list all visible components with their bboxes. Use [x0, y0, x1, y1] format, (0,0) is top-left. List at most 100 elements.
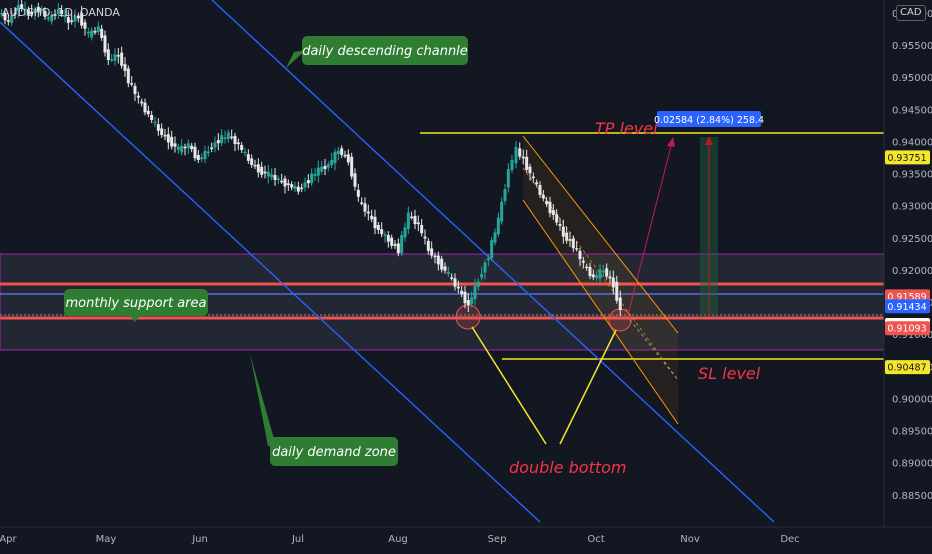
candle-body — [190, 145, 194, 150]
candle-body — [150, 115, 154, 120]
candle-body — [246, 154, 250, 161]
candle-body — [80, 12, 84, 26]
candle-body — [303, 182, 307, 188]
candle-body — [236, 142, 240, 145]
candle-body — [473, 285, 477, 300]
candle-body — [336, 150, 340, 155]
candle-body — [548, 201, 552, 214]
candle-body — [306, 180, 310, 184]
time-tick-label: May — [96, 534, 117, 545]
candle-body — [6, 20, 10, 22]
candle-body — [200, 157, 204, 160]
candle-body — [113, 54, 117, 61]
candle-body — [170, 136, 174, 147]
demand-label-box — [270, 437, 398, 466]
price-tick-label: 0.95000 — [892, 73, 932, 84]
candle-body — [266, 171, 270, 177]
candle-body — [326, 164, 330, 168]
candle-body — [440, 258, 444, 270]
candle-body — [193, 146, 197, 159]
candle-body — [286, 183, 290, 185]
tp-projection-arrow — [627, 141, 673, 316]
candle-body — [126, 68, 130, 84]
candle-body — [316, 167, 320, 176]
candle-body — [323, 165, 327, 170]
price-label-text: 0.91093 — [887, 324, 926, 335]
price-axis[interactable] — [884, 0, 932, 550]
candle-body — [203, 150, 207, 160]
candle-body — [615, 281, 619, 301]
candle-body — [240, 145, 244, 150]
candle-body — [313, 174, 317, 176]
candle-body — [93, 31, 97, 33]
candle-body — [33, 9, 37, 13]
candle-body — [393, 244, 397, 246]
candle-body — [143, 102, 147, 113]
candle-body — [510, 160, 514, 170]
candle-body — [535, 182, 539, 185]
candle-body — [280, 180, 284, 183]
time-axis[interactable] — [0, 527, 932, 550]
candle-body — [100, 28, 104, 38]
support-label-box — [64, 289, 208, 316]
small-channel-upper — [522, 135, 679, 334]
candle-body — [46, 17, 50, 20]
candle-body — [40, 8, 44, 12]
candle-body — [76, 15, 80, 19]
candle-body — [183, 146, 187, 149]
candle-body — [396, 243, 400, 254]
candle-body — [356, 189, 360, 197]
candle-body — [330, 160, 334, 165]
candle-body — [400, 235, 404, 254]
candle-body — [528, 166, 532, 174]
candle-body — [146, 110, 150, 115]
candle-body — [196, 155, 200, 160]
candle-body — [591, 274, 595, 278]
candle-body — [36, 6, 40, 12]
channel-label-text: daily descending channle — [302, 44, 468, 59]
candle-body — [176, 146, 180, 150]
candle-body — [503, 189, 507, 201]
candle-body — [565, 232, 569, 241]
candle-body — [133, 85, 137, 95]
candle-body — [13, 13, 17, 15]
candle-body — [561, 226, 565, 237]
candle-body — [595, 275, 599, 278]
candle-body — [320, 166, 324, 172]
candle-body — [180, 145, 184, 153]
price-tick-label: 0.94000 — [892, 137, 932, 148]
price-tick-label: 0.89000 — [892, 459, 932, 470]
time-tick-label: Oct — [587, 534, 604, 545]
candle-body — [210, 147, 214, 150]
candle-body — [476, 281, 480, 287]
candle-body — [581, 260, 585, 263]
candle-body — [340, 148, 344, 155]
candle-body — [50, 15, 54, 22]
candle-body — [463, 291, 467, 304]
demand-label-pointer — [250, 354, 276, 446]
candle-body — [23, 8, 27, 11]
candle-body — [3, 13, 7, 21]
candles-group — [0, 0, 622, 316]
symbol-label[interactable]: AUDCHD, 1D, OANDA — [2, 6, 120, 19]
candle-body — [256, 164, 260, 173]
candle-body — [450, 277, 454, 279]
candle-body — [470, 297, 474, 305]
candle-body — [103, 35, 107, 53]
candle-body — [390, 237, 394, 246]
sl-level-label: SL level — [698, 364, 761, 383]
candle-body — [53, 14, 57, 16]
candle-body — [585, 266, 589, 269]
candle-body — [578, 250, 582, 260]
candle-body — [343, 154, 347, 157]
candle-body — [420, 225, 424, 234]
candle-body — [276, 178, 280, 180]
price-tick-label: 0.93500 — [892, 170, 932, 181]
time-tick-label: Apr — [0, 534, 18, 545]
candle-body — [480, 274, 484, 278]
candle-body — [63, 14, 67, 18]
candle-body — [20, 4, 24, 9]
currency-badge[interactable]: CAD — [896, 5, 926, 21]
